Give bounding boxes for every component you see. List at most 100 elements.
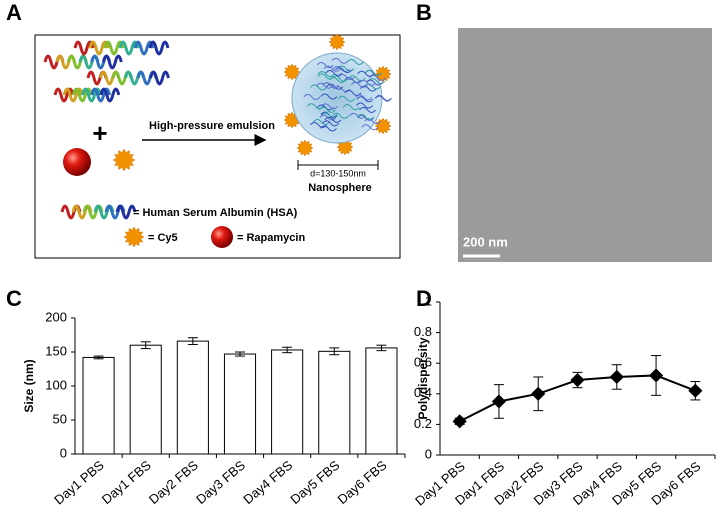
- protein-helix: [115, 204, 137, 220]
- error-bar: [329, 347, 340, 356]
- protein-strand: [356, 102, 373, 109]
- y-tick-label: 0.2: [414, 416, 432, 431]
- y-axis-label: Polydispersity: [416, 337, 430, 419]
- protein-helix: [81, 87, 102, 103]
- protein-strand: [346, 58, 364, 65]
- protein-helix: [88, 40, 110, 56]
- x-tick-label: Day4 FBS: [240, 457, 295, 507]
- protein-helix: [118, 40, 140, 56]
- diameter-label: d=130-150nm: [310, 168, 366, 178]
- protein-strand: [338, 74, 355, 81]
- protein-strand: [332, 112, 349, 119]
- protein-strand: [317, 71, 335, 78]
- protein-strand: [306, 103, 324, 110]
- error-bar: [282, 346, 293, 354]
- marker: [688, 383, 703, 398]
- tem-image: [458, 28, 712, 262]
- y-tick-label: 0.6: [414, 355, 432, 370]
- x-tick-label: Day1 PBS: [51, 457, 107, 507]
- protein-strand: [364, 83, 381, 90]
- protein-strand: [320, 93, 338, 100]
- x-tick-label: Day2 FBS: [146, 457, 201, 507]
- protein-strand: [359, 79, 376, 86]
- panel-letter: C: [6, 286, 22, 311]
- scale-bar-label: 200 nm: [463, 234, 508, 249]
- protein-strand: [357, 113, 374, 120]
- protein-strand: [310, 84, 327, 91]
- rapamycin-icon: [211, 226, 233, 248]
- protein-strand: [365, 69, 382, 76]
- marker: [609, 369, 624, 385]
- protein-helix: [101, 54, 123, 70]
- protein-strand: [374, 95, 392, 102]
- y-tick-label: 0: [60, 445, 67, 460]
- legend-cy5: = Cy5: [148, 232, 178, 244]
- protein-strand: [312, 118, 330, 125]
- protein-illustrations: [43, 40, 170, 220]
- plus-sign: +: [92, 118, 107, 148]
- legend-hsa: = Human Serum Albumin (HSA): [133, 207, 298, 219]
- y-tick-label: 100: [45, 377, 67, 392]
- protein-strand: [357, 70, 375, 77]
- panel-letter: D: [416, 286, 432, 311]
- bar: [223, 353, 257, 455]
- y-axis-label: Size (nm): [22, 359, 36, 412]
- cy5-star: [112, 148, 136, 172]
- y-tick-label: 0.8: [414, 324, 432, 339]
- protein-strand: [342, 104, 360, 111]
- protein-strand: [324, 116, 342, 123]
- marker: [452, 414, 467, 429]
- y-tick-label: 1: [425, 293, 432, 308]
- protein-strand: [364, 118, 382, 125]
- bar: [318, 350, 351, 455]
- y-tick-label: 50: [53, 411, 67, 426]
- protein-helix: [103, 40, 125, 56]
- protein-strand: [310, 121, 327, 128]
- protein-strand: [350, 81, 368, 88]
- protein-strand: [326, 83, 344, 90]
- marker: [649, 368, 664, 383]
- protein-strand: [322, 82, 340, 89]
- protein-strand: [374, 95, 392, 102]
- error-bar: [235, 351, 245, 357]
- bar: [176, 340, 209, 455]
- protein-helix: [71, 87, 93, 103]
- error-bar: [140, 341, 151, 350]
- error-bar: [187, 337, 198, 346]
- protein-strand: [331, 57, 349, 64]
- protein-strand: [332, 66, 350, 73]
- panel-letter: A: [6, 0, 22, 25]
- y-tick-label: 0.4: [414, 385, 432, 400]
- protein-strand: [316, 82, 334, 89]
- protein-strand: [320, 125, 337, 132]
- protein-helix: [73, 40, 95, 56]
- protein-helix: [62, 87, 84, 103]
- bar: [129, 344, 162, 455]
- marker: [491, 394, 506, 409]
- cy5-star: [123, 226, 145, 248]
- protein-strand: [316, 62, 334, 69]
- marker: [531, 386, 546, 401]
- protein-strand: [325, 69, 343, 76]
- cy5-star: [374, 117, 392, 135]
- protein-strand: [303, 94, 321, 101]
- y-tick-label: 0: [425, 446, 432, 461]
- protein-strand: [359, 106, 376, 113]
- protein-strand: [329, 76, 346, 83]
- x-tick-label: Day1 FBS: [99, 457, 154, 507]
- protein-strand: [361, 124, 379, 131]
- protein-strand: [365, 79, 383, 86]
- arrow-label: High-pressure emulsion: [149, 120, 275, 132]
- bar: [271, 349, 304, 455]
- protein-helix: [90, 87, 112, 103]
- bar: [365, 347, 398, 455]
- protein-helix: [53, 87, 75, 103]
- y-tick-label: 150: [45, 343, 67, 358]
- rapamycin-icon: [63, 148, 91, 176]
- x-tick-label: Day3 FBS: [193, 457, 248, 507]
- x-tick-label: Day5 FBS: [287, 457, 342, 507]
- panel-letter: B: [416, 0, 432, 25]
- cy5-star: [296, 139, 314, 157]
- protein-strand: [317, 104, 334, 111]
- protein-helix: [133, 40, 155, 56]
